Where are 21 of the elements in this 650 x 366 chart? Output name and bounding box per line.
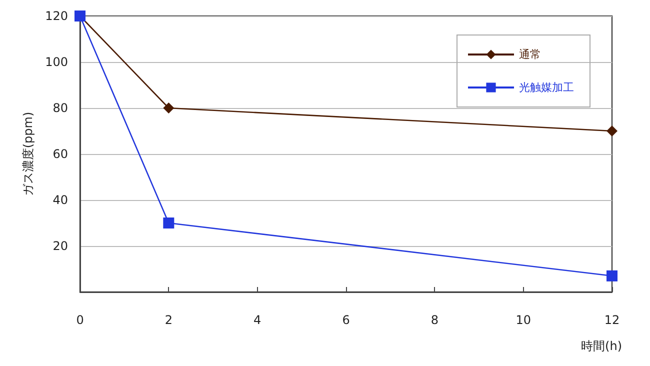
x-axis-title: 時間(h)	[581, 339, 622, 353]
point	[163, 218, 174, 228]
x-tick-label: 8	[430, 313, 438, 327]
y-tick-label: 80	[52, 101, 68, 115]
point	[606, 126, 618, 136]
y-tick-label: 60	[52, 147, 68, 161]
x-tick-label: 0	[76, 313, 84, 327]
y-axis-title: ガス濃度(ppm)	[21, 112, 36, 196]
point	[606, 270, 618, 282]
x-tick-label: 6	[342, 313, 350, 327]
legend-label: 光触媒加工	[519, 81, 574, 94]
legend-label: 通常	[519, 48, 541, 61]
y-tick-label: 20	[52, 239, 68, 253]
y-tick-label: 120	[45, 9, 68, 23]
x-tick-label: 10	[516, 313, 531, 327]
y-tick-label: 100	[45, 55, 68, 69]
x-tick-label: 2	[164, 313, 172, 327]
x-tick-label: 4	[254, 313, 262, 327]
point	[163, 102, 174, 114]
y-tick-label: 40	[52, 193, 68, 207]
x-tick-label: 12	[604, 313, 620, 327]
